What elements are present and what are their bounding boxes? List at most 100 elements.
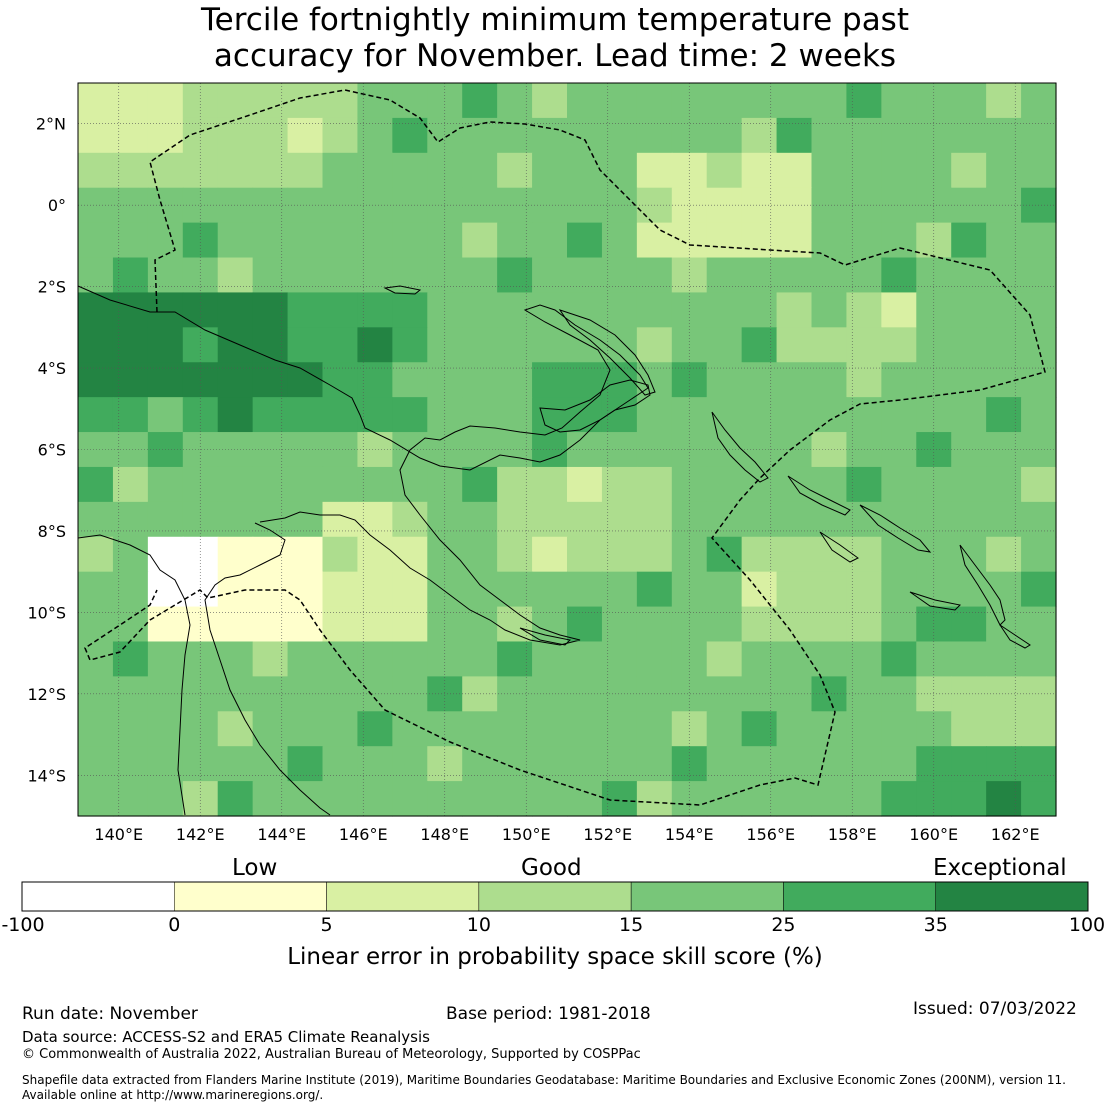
skill-cell <box>217 187 254 224</box>
australia-coast <box>77 522 331 816</box>
skill-cell <box>916 606 952 643</box>
longitude-tick-label: 162°E <box>991 825 1040 844</box>
skill-cell <box>671 571 708 608</box>
skill-cell <box>78 676 114 712</box>
skill-cell <box>252 641 289 677</box>
skill-cell <box>182 571 219 608</box>
solomons-coast-3 <box>819 531 859 563</box>
skill-cell <box>392 501 428 538</box>
skill-cell <box>776 397 813 433</box>
skill-cell <box>287 676 324 712</box>
latitude-tick-label: 10°S <box>27 603 66 622</box>
skill-cell <box>357 327 393 363</box>
skill-cell <box>776 222 813 259</box>
skill-cell <box>601 536 638 573</box>
skill-cell <box>671 781 708 817</box>
skill-cell <box>881 746 917 782</box>
skill-cell <box>636 117 673 154</box>
skill-cell <box>986 187 1022 224</box>
skill-cell <box>287 292 324 328</box>
skill-cell <box>916 397 952 433</box>
skill-cell <box>462 152 498 189</box>
skill-cell <box>357 152 393 189</box>
skill-cell <box>741 571 778 608</box>
skill-cell <box>112 397 149 433</box>
skill-cell <box>1021 152 1057 189</box>
skill-cell <box>706 781 743 817</box>
skill-cell <box>846 222 882 259</box>
skill-cell <box>252 222 289 259</box>
skill-cell <box>392 257 428 294</box>
run-date: Run date: November <box>22 1004 198 1024</box>
skill-cell <box>357 641 393 677</box>
skill-cell <box>811 362 848 398</box>
skill-cell <box>322 571 359 608</box>
skill-cell <box>881 676 917 712</box>
skill-cell <box>147 571 184 608</box>
skill-cell <box>601 432 638 468</box>
skill-cell <box>427 397 463 433</box>
skill-cell <box>636 536 673 573</box>
skill-cell <box>951 327 987 363</box>
skill-cell <box>706 571 743 608</box>
skill-cell <box>182 362 219 398</box>
skill-cell <box>636 781 673 817</box>
skill-cell <box>567 222 603 259</box>
skill-cell <box>567 83 603 119</box>
skill-cell <box>881 536 917 573</box>
skill-cell <box>776 187 813 224</box>
skill-cell <box>881 83 917 119</box>
skill-cell <box>147 397 184 433</box>
skill-cell <box>112 362 149 398</box>
skill-cell <box>182 83 219 119</box>
skill-cell <box>392 117 428 154</box>
skill-cell <box>462 746 498 782</box>
skill-cell <box>601 746 638 782</box>
skill-cell <box>811 152 848 189</box>
skill-cell <box>427 257 463 294</box>
skill-cell <box>532 641 568 677</box>
skill-cell <box>846 83 882 119</box>
skill-cell <box>78 117 114 154</box>
skill-cell <box>811 397 848 433</box>
skill-cell <box>1021 362 1057 398</box>
longitude-tick-label: 146°E <box>339 825 388 844</box>
skill-cell <box>811 466 848 503</box>
skill-cell <box>916 362 952 398</box>
skill-cell <box>1021 536 1057 573</box>
shapefile-credit-line-1: Shapefile data extracted from Flanders M… <box>22 1073 1066 1087</box>
skill-cell <box>462 83 498 119</box>
skill-cell <box>252 397 289 433</box>
skill-cell <box>357 606 393 643</box>
skill-cell <box>287 117 324 154</box>
colorbar-tick-label: 5 <box>320 914 333 936</box>
skill-cell <box>357 501 393 538</box>
skill-cell <box>252 292 289 328</box>
skill-cell <box>601 711 638 747</box>
skill-cell <box>776 711 813 747</box>
skill-cell <box>217 222 254 259</box>
skill-cell <box>357 536 393 573</box>
skill-cell <box>532 711 568 747</box>
skill-cell <box>112 606 149 643</box>
skill-cell <box>1021 397 1057 433</box>
skill-cell <box>322 746 359 782</box>
skill-cell <box>532 571 568 608</box>
skill-cell <box>112 327 149 363</box>
coastlines <box>77 285 1031 816</box>
skill-cell <box>671 117 708 154</box>
skill-cell <box>252 83 289 119</box>
skill-cell <box>567 432 603 468</box>
skill-cell <box>497 606 533 643</box>
skill-cell <box>287 606 324 643</box>
skill-cell <box>706 187 743 224</box>
skill-cell <box>287 571 324 608</box>
skill-cell <box>392 83 428 119</box>
skill-cell <box>322 83 359 119</box>
skill-cell <box>776 641 813 677</box>
skill-cell <box>567 501 603 538</box>
skill-cell <box>881 432 917 468</box>
skill-cell <box>427 222 463 259</box>
skill-cell <box>217 292 254 328</box>
skill-cell <box>147 536 184 573</box>
